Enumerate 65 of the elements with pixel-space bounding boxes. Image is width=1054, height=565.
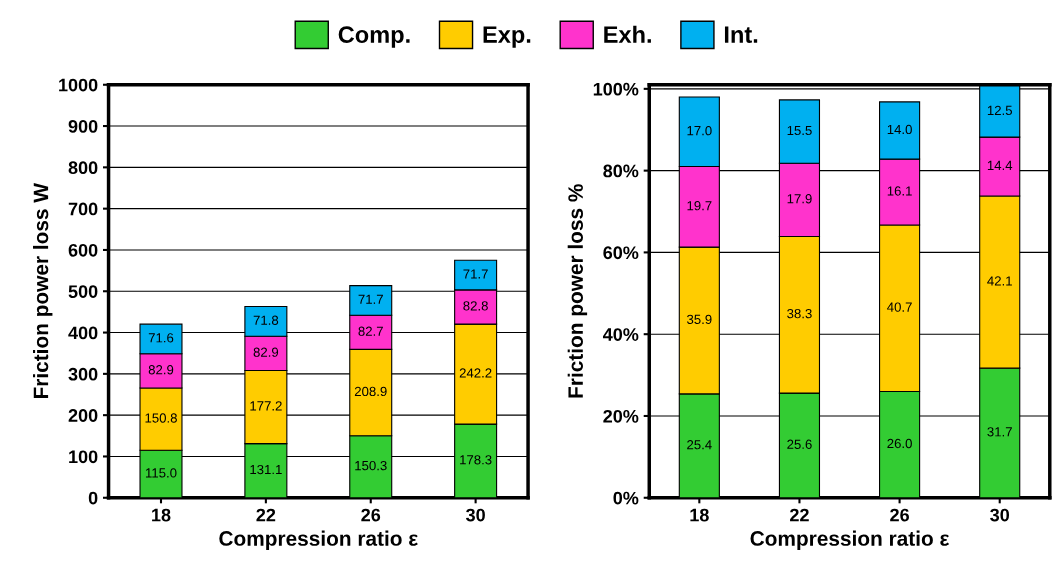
data-label: 15.5 [787,125,812,136]
data-label: 40.7 [887,302,912,312]
data-label: 35.9 [686,314,712,325]
y-tick-label: 300 [68,367,98,381]
y-tick-label: 1000 [59,78,98,92]
x-tick-label: 30 [990,508,1010,522]
data-label: 82.8 [463,301,488,311]
x-axis-title: Compression ratio ε [219,530,418,550]
x-tick-label: 22 [790,508,809,522]
data-label: 82.9 [148,365,174,375]
data-label: 12.5 [987,105,1013,116]
data-label: 150.8 [145,413,177,423]
data-label: 17.9 [787,194,812,204]
y-axis-title: Friction power loss W [33,183,53,399]
data-label: 14.0 [887,124,912,135]
data-label: 115.0 [145,468,177,478]
data-label: 26.0 [887,438,912,449]
y-tick-label: 400 [68,326,98,340]
data-label: 150.3 [355,460,387,471]
y-tick-label: 600 [68,243,98,257]
data-label: 71.8 [253,315,279,325]
y-tick-label: 100% [593,82,639,96]
data-label: 131.1 [250,464,282,475]
y-tick-label: 80% [603,164,639,178]
data-label: 71.7 [463,269,488,279]
y-tick-label: 40% [602,328,639,341]
data-label: 14.4 [987,160,1013,170]
y-tick-label: 100 [69,450,98,464]
data-label: 25.4 [687,440,712,450]
data-label: 42.1 [987,276,1012,286]
y-tick-label: 500 [68,285,98,298]
x-tick-label: 18 [152,508,171,522]
legend-label: Exh. [604,25,651,43]
legend-label: Comp. [338,26,410,48]
data-label: 31.7 [987,427,1012,437]
data-label: 242.2 [459,368,492,378]
y-tick-label: 700 [68,202,98,216]
data-label: 208.9 [354,386,387,397]
data-label: 25.6 [787,439,812,449]
y-tick-label: 800 [68,161,98,175]
y-tick-label: 900 [68,119,98,133]
data-label: 71.6 [148,333,174,343]
x-tick-label: 18 [690,508,709,522]
data-label: 177.2 [250,401,282,411]
data-label: 71.7 [358,294,383,304]
x-tick-label: 26 [890,508,909,522]
y-tick-label: 20% [603,409,639,423]
legend-label: Int. [724,26,758,43]
data-label: 178.3 [460,455,492,465]
data-label: 38.3 [787,308,812,319]
x-tick-label: 26 [361,508,381,522]
data-label: 16.1 [887,186,912,196]
data-label: 82.9 [253,347,279,357]
y-tick-label: 60% [603,246,639,260]
x-tick-label: 22 [256,508,276,522]
data-label: 17.0 [687,125,712,136]
y-tick-label: 200 [68,409,98,422]
data-label: 82.7 [358,326,383,336]
x-axis-title: Compression ratio ε [750,530,950,550]
y-tick-label: 0 [88,491,98,505]
y-tick-label: 0% [613,491,639,505]
x-tick-label: 30 [465,508,485,522]
y-axis-title: Friction power loss % [567,184,588,398]
legend-label: Exp. [483,26,531,48]
data-label: 19.7 [687,201,712,211]
